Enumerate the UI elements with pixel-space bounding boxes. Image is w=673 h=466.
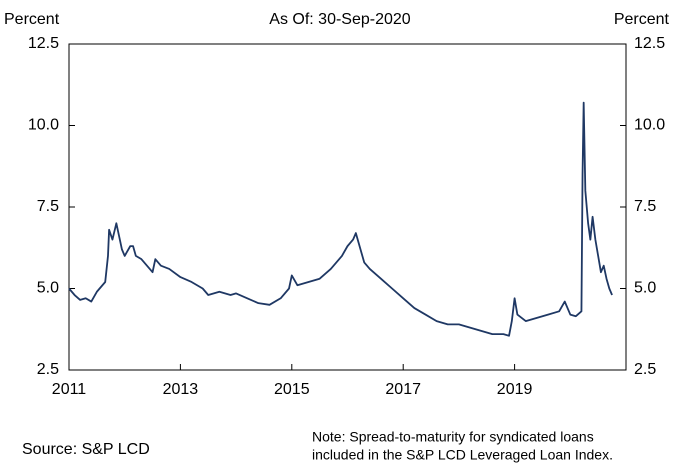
y2-tick-label: 12.5 [634,35,665,52]
y2-tick-label: 10.0 [634,117,665,134]
x-tick-label: 2013 [163,381,199,398]
source: Source: S&P LCD [22,441,150,458]
y-tick-label: 2.5 [37,361,59,378]
x-tick-label: 2015 [274,381,310,398]
y-tick-label: 10.0 [28,117,59,134]
line [68,101,613,337]
y-tick-label: 12.5 [28,35,59,52]
y-tick-label: 5.0 [37,280,59,297]
y2-axis-label: Percent [614,11,670,28]
note: included in the S&P LCD Leveraged Loan I… [312,447,613,463]
note: Note: Spread-to-maturity for syndicated … [312,429,594,445]
y2-tick-label: 7.5 [634,198,656,215]
y-axis-label: Percent [4,11,60,28]
y-tick-label: 7.5 [37,198,59,215]
x-tick-label: 2017 [385,381,421,398]
plot-frame [68,43,627,371]
x-tick-label: 2011 [52,381,87,398]
y2-tick-label: 5.0 [634,280,656,297]
y2-tick-label: 2.5 [634,361,656,378]
x-tick-label: 2019 [497,381,533,398]
chart-title: As Of: 30-Sep-2020 [269,11,411,28]
